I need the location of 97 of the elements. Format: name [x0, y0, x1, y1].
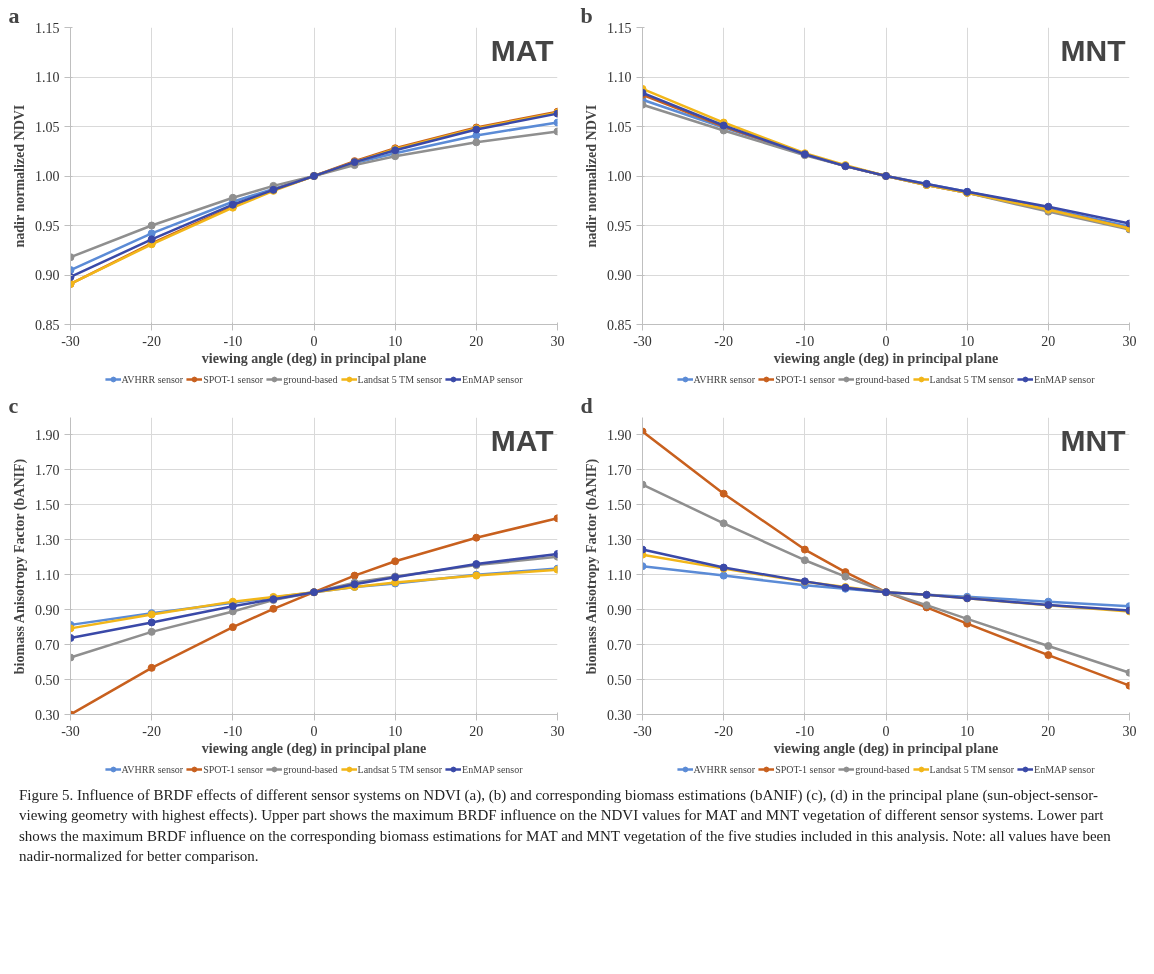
y-tick-label: 1.15: [607, 20, 632, 36]
legend-label: AVHRR sensor: [121, 763, 184, 775]
y-axis-title: biomass Anisotropy Factor (bANIF): [584, 458, 600, 675]
legend-label: AVHRR sensor: [693, 763, 756, 775]
x-tick-label: -30: [61, 333, 80, 349]
x-tick-label: 30: [1122, 723, 1137, 739]
y-tick-label: 1.30: [607, 532, 632, 548]
annotation: MAT: [490, 423, 554, 457]
text: b: [580, 2, 593, 28]
annotation: MNT: [1060, 33, 1126, 67]
annotation: MAT: [490, 33, 554, 67]
legend-label: ground-based: [283, 373, 338, 385]
legend-label: EnMAP sensor: [1034, 373, 1095, 385]
y-tick-label: 0.30: [35, 707, 60, 723]
x-tick-label: 0: [882, 723, 890, 739]
y-tick-label: 0.85: [607, 317, 632, 333]
y-tick-label: 0.90: [607, 268, 632, 283]
x-tick-label: 20: [469, 723, 484, 739]
x-tick-label: 10: [388, 723, 403, 739]
x-tick-label: 20: [1041, 333, 1056, 349]
legend-label: Landsat 5 TM sensor: [929, 373, 1015, 385]
y-axis-title: nadir normalized NDVI: [12, 104, 27, 248]
y-tick-label: 1.10: [607, 567, 632, 583]
legend-label: SPOT-1 sensor: [775, 373, 836, 385]
caption: Figure 5. Influence of BRDF effects of different sensor systems on NDVI (a), (b) and corresponding biomass estimations (bANIF) (c), (d) in the principal plane (sun-object-sensor-viewing geometry with highest effects). Upper part shows the maximum BRDF influence on the NDVI values for MAT and MNT vegetation of different sensor systems. Lower part shows the maximum BRDF influence on the corresponding biomass estimations for MAT and MNT vegetation of the five studies included in this analysis. Note: all values have been nadir-normalized for better comparison.: [19, 786, 1112, 866]
y-tick-label: 1.10: [35, 70, 60, 85]
x-tick-label: 10: [388, 333, 403, 349]
y-tick-label: 0.30: [607, 707, 632, 723]
legend-label: EnMAP sensor: [462, 373, 523, 385]
y-tick-label: 1.05: [35, 119, 60, 135]
legend-label: EnMAP sensor: [462, 763, 523, 775]
text: c: [8, 392, 19, 418]
y-tick-label: 1.70: [35, 462, 60, 478]
y-tick-label: 1.50: [35, 497, 60, 513]
x-tick-label: -30: [61, 723, 80, 739]
text: a: [8, 2, 20, 28]
y-tick-label: 1.00: [35, 169, 60, 184]
x-tick-label: -10: [223, 333, 243, 349]
text: d: [580, 392, 593, 418]
y-tick-label: 1.70: [607, 462, 632, 478]
x-tick-label: -30: [633, 723, 652, 739]
x-tick-label: 0: [310, 333, 318, 349]
x-axis-title: viewing angle (deg) in principal plane: [201, 350, 427, 367]
x-tick-label: 0: [310, 723, 318, 739]
y-tick-label: 0.70: [35, 637, 60, 653]
y-tick-label: 0.95: [607, 218, 632, 234]
legend-label: SPOT-1 sensor: [203, 763, 264, 775]
legend-label: Landsat 5 TM sensor: [357, 763, 443, 775]
y-tick-label: 1.30: [35, 532, 60, 548]
x-tick-label: -20: [714, 333, 734, 349]
legend-label: AVHRR sensor: [693, 373, 756, 385]
x-tick-label: 20: [1041, 723, 1056, 739]
legend-label: SPOT-1 sensor: [203, 373, 264, 385]
x-tick-label: -10: [223, 723, 243, 739]
y-tick-label: 1.00: [607, 169, 632, 184]
y-axis-title: nadir normalized NDVI: [584, 104, 599, 248]
annotation: MNT: [1060, 423, 1126, 457]
legend-label: AVHRR sensor: [121, 373, 184, 385]
y-tick-label: 0.95: [35, 218, 60, 234]
x-tick-label: 30: [1122, 333, 1137, 349]
legend-label: ground-based: [855, 373, 910, 385]
y-tick-label: 0.50: [607, 672, 632, 688]
y-tick-label: 0.90: [35, 268, 60, 283]
x-tick-label: 20: [469, 333, 484, 349]
y-tick-label: 1.90: [35, 427, 60, 443]
y-tick-label: 1.15: [35, 20, 60, 36]
legend-label: Landsat 5 TM sensor: [929, 763, 1015, 775]
x-axis-title: viewing angle (deg) in principal plane: [773, 350, 999, 367]
x-tick-label: 30: [550, 333, 565, 349]
legend-label: ground-based: [855, 763, 910, 775]
y-tick-label: 1.10: [35, 567, 60, 583]
x-axis-title: viewing angle (deg) in principal plane: [773, 740, 999, 757]
x-tick-label: -20: [714, 723, 734, 739]
legend-label: EnMAP sensor: [1034, 763, 1095, 775]
y-tick-label: 1.50: [607, 497, 632, 513]
y-axis-title: biomass Anisotropy Factor (bANIF): [12, 458, 28, 675]
y-tick-label: 1.90: [607, 427, 632, 443]
legend-label: ground-based: [283, 763, 338, 775]
legend-label: Landsat 5 TM sensor: [357, 373, 443, 385]
x-tick-label: 30: [550, 723, 565, 739]
legend-label: SPOT-1 sensor: [775, 763, 836, 775]
x-tick-label: -30: [633, 333, 652, 349]
y-tick-label: 1.05: [607, 119, 632, 135]
x-tick-label: -20: [142, 333, 162, 349]
y-tick-label: 0.90: [35, 602, 60, 618]
x-tick-label: -10: [795, 723, 815, 739]
y-tick-label: 0.70: [607, 637, 632, 653]
x-tick-label: 0: [882, 333, 890, 349]
y-tick-label: 0.50: [35, 672, 60, 688]
y-tick-label: 0.90: [607, 602, 632, 618]
x-tick-label: -10: [795, 333, 815, 349]
y-tick-label: 1.10: [607, 70, 632, 85]
x-tick-label: 10: [960, 333, 975, 349]
x-axis-title: viewing angle (deg) in principal plane: [201, 740, 427, 757]
x-tick-label: -20: [142, 723, 162, 739]
y-tick-label: 0.85: [35, 317, 60, 333]
x-tick-label: 10: [960, 723, 975, 739]
